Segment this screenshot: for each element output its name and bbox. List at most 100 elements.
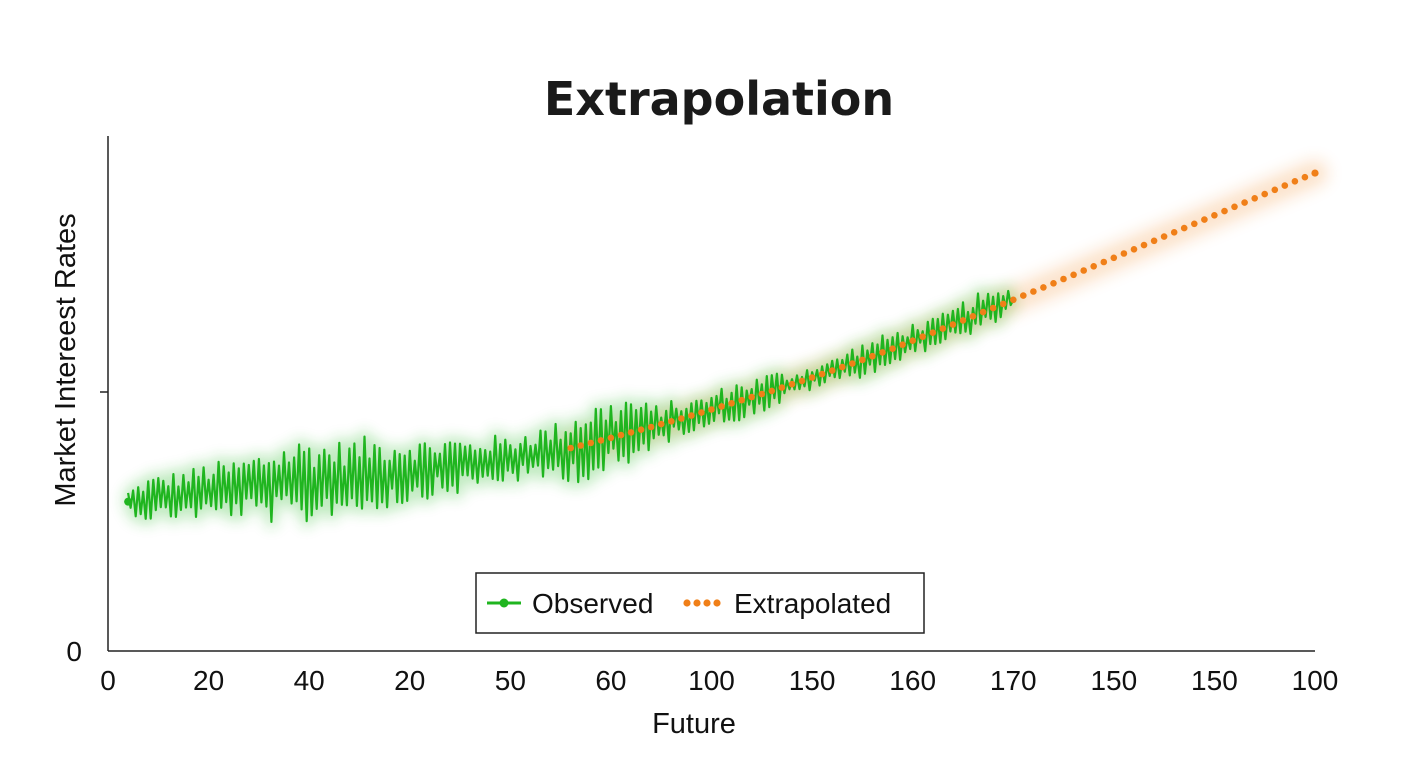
extrapolated-series-dot [748, 393, 755, 401]
x-tick-label: 170 [990, 665, 1037, 696]
extrapolated-series-dot [617, 431, 625, 439]
x-tick-label: 100 [688, 665, 735, 696]
legend-extrapolated-dot [703, 599, 711, 607]
extrapolated-series-dot [1020, 292, 1027, 299]
extrapolated-series-dot [859, 356, 866, 364]
extrapolated-series-dot [728, 400, 735, 407]
extrapolated-series-dot [818, 370, 826, 378]
extrapolated-series-dot [718, 403, 725, 410]
extrapolated-series-dot [1140, 241, 1148, 249]
extrapolated-series-dot [1241, 199, 1248, 206]
extrapolated-series-dot [1301, 173, 1309, 181]
extrapolated-series-dot [979, 308, 987, 316]
extrapolated-series-dot [1010, 296, 1017, 304]
extrapolated-series-dot [597, 437, 605, 444]
extrapolated-series-dot [637, 426, 645, 434]
extrapolated-series-dot [788, 380, 796, 388]
observed-series-line [127, 289, 1015, 523]
extrapolated-series-dot [1150, 237, 1158, 245]
extrapolated-series-dot [1080, 267, 1087, 274]
x-tick-label: 50 [495, 665, 526, 696]
extrapolated-series-dot [567, 444, 574, 452]
x-tick-label: 100 [1292, 665, 1339, 696]
extrapolated-series-dot [627, 429, 635, 436]
observed-series-start-point [124, 497, 133, 506]
extrapolated-series-dot [1050, 280, 1057, 287]
extrapolated-series-dot [879, 349, 886, 356]
extrapolated-series-dot [1291, 178, 1299, 185]
extrapolated-series-dot [1110, 254, 1118, 262]
extrapolated-series-dot [1180, 224, 1188, 232]
x-axis-label: Future [652, 708, 736, 740]
extrapolated-series-dot [1191, 220, 1198, 228]
extrapolated-series-dot [758, 390, 766, 398]
x-tick-label: 60 [595, 665, 626, 696]
series-layer [124, 169, 1319, 523]
legend-extrapolated-dot [713, 599, 721, 607]
extrapolated-series-dot [1201, 216, 1208, 223]
extrapolated-series-dot [1060, 275, 1067, 283]
extrapolated-series-dot [587, 439, 595, 447]
extrapolated-series-dot [1130, 246, 1138, 253]
extrapolated-series-dot [1170, 229, 1178, 236]
legend-extrapolated-dot [683, 599, 691, 607]
x-tick-label: 160 [889, 665, 936, 696]
extrapolated-series-dot [839, 363, 846, 371]
extrapolated-series-dot [1261, 190, 1268, 198]
extrapolated-series-dot [959, 317, 967, 324]
y-tick-label: 0 [66, 636, 82, 667]
series-glow-layer [122, 160, 1328, 528]
extrapolated-series-dot [1030, 288, 1037, 295]
x-tick-label: 150 [1090, 665, 1137, 696]
legend-observed-marker [499, 598, 509, 608]
extrapolated-series-dot [577, 442, 584, 449]
x-tick-label: 40 [294, 665, 325, 696]
x-tick-label: 20 [193, 665, 224, 696]
x-tick-labels: 0 20 40 20 50 60 100 150 160 170 150 150 100 [100, 665, 1338, 696]
extrapolated-series-dot [869, 352, 876, 360]
x-tick-label: 20 [394, 665, 425, 696]
extrapolated-series-dot [1251, 195, 1258, 202]
extrapolated-series-dot [899, 341, 906, 349]
extrapolated-series-dot [647, 423, 655, 431]
extrapolated-series-dot [849, 360, 856, 367]
extrapolated-series-dot [698, 409, 705, 416]
extrapolated-series-dot [798, 377, 806, 385]
extrapolated-series-dot [678, 415, 685, 422]
legend: Observed Extrapolated [475, 572, 925, 634]
extrapolated-series-dot [1271, 186, 1279, 194]
extrapolated-series-dot [1281, 182, 1289, 189]
legend-extrapolated-dot [693, 599, 701, 607]
extrapolated-series-dot [778, 384, 786, 391]
extrapolated-series-dot [1221, 207, 1228, 215]
extrapolated-series-dot [1070, 271, 1077, 279]
extrapolated-series-dot [949, 321, 957, 328]
extrapolated-series-dot [1160, 233, 1168, 240]
extrapolated-series-dot [688, 412, 695, 419]
extrapolated-series-dot [708, 406, 715, 413]
x-tick-label: 150 [1191, 665, 1238, 696]
x-tick-label: 150 [789, 665, 836, 696]
extrapolated-series-dot [939, 325, 947, 332]
extrapolated-series-dot [919, 333, 926, 341]
chart-title: Extrapolation [544, 72, 894, 126]
extrapolated-series-dot [768, 387, 776, 395]
extrapolated-series-dot [1100, 258, 1108, 266]
extrapolated-series-dot [909, 337, 916, 345]
extrapolated-series-dot [1231, 203, 1238, 211]
extrapolated-series-dot [738, 396, 745, 404]
extrapolated-series-end-dot [1311, 169, 1319, 177]
extrapolated-series-dot [1040, 284, 1047, 291]
extrapolated-series-dot [1090, 263, 1097, 270]
extrapolated-series-dot [1211, 212, 1218, 219]
extrapolated-series-dot [607, 434, 615, 442]
extrapolated-series-dot [969, 313, 977, 320]
extrapolated-series-dot [989, 304, 997, 312]
extrapolated-series-dot [889, 345, 896, 353]
x-tick-label: 0 [100, 665, 116, 696]
extrapolated-series-dot [808, 374, 816, 381]
extrapolated-series-dot [657, 420, 665, 428]
legend-observed-label: Observed [532, 588, 653, 619]
